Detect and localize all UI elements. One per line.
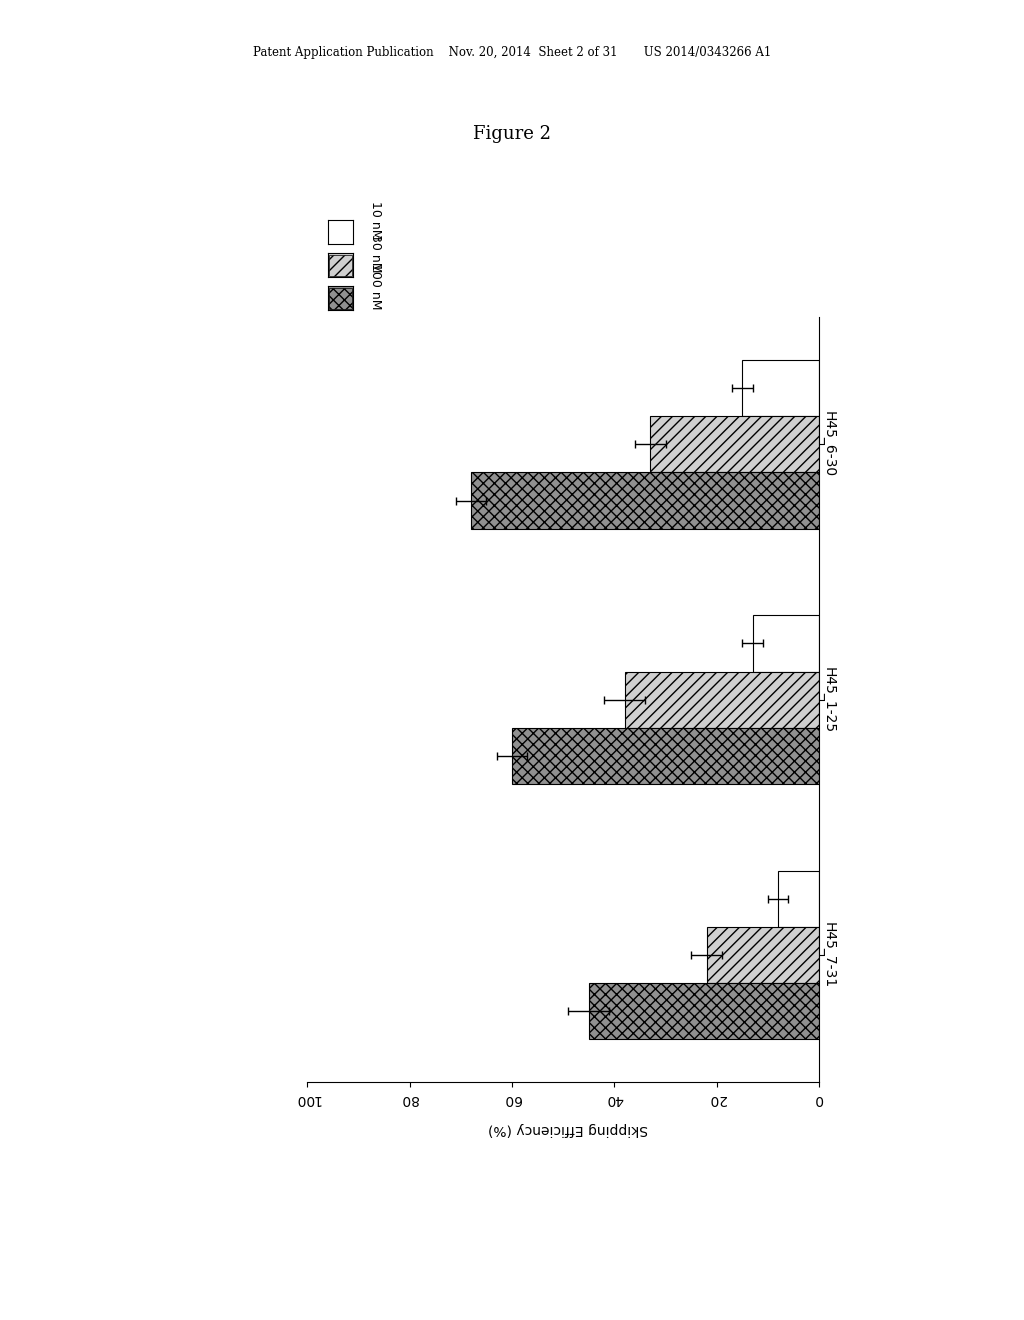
Text: 100 nM: 100 nM	[369, 263, 382, 310]
Text: 10 nM: 10 nM	[369, 201, 382, 240]
Bar	[650, 416, 819, 473]
Text: Figure 2: Figure 2	[473, 125, 551, 144]
Polygon shape	[329, 288, 352, 309]
Bar	[707, 927, 819, 983]
Bar	[589, 983, 819, 1039]
Bar	[778, 871, 819, 927]
Bar	[471, 473, 819, 528]
Text: Skipping Efficiency (%): Skipping Efficiency (%)	[488, 1122, 648, 1135]
Bar	[625, 672, 819, 727]
Bar	[512, 727, 819, 784]
Polygon shape	[329, 255, 352, 276]
Text: 30 nM: 30 nM	[369, 234, 382, 273]
Bar	[753, 615, 819, 672]
Bar	[742, 360, 819, 416]
Text: Patent Application Publication    Nov. 20, 2014  Sheet 2 of 31       US 2014/034: Patent Application Publication Nov. 20, …	[253, 46, 771, 59]
